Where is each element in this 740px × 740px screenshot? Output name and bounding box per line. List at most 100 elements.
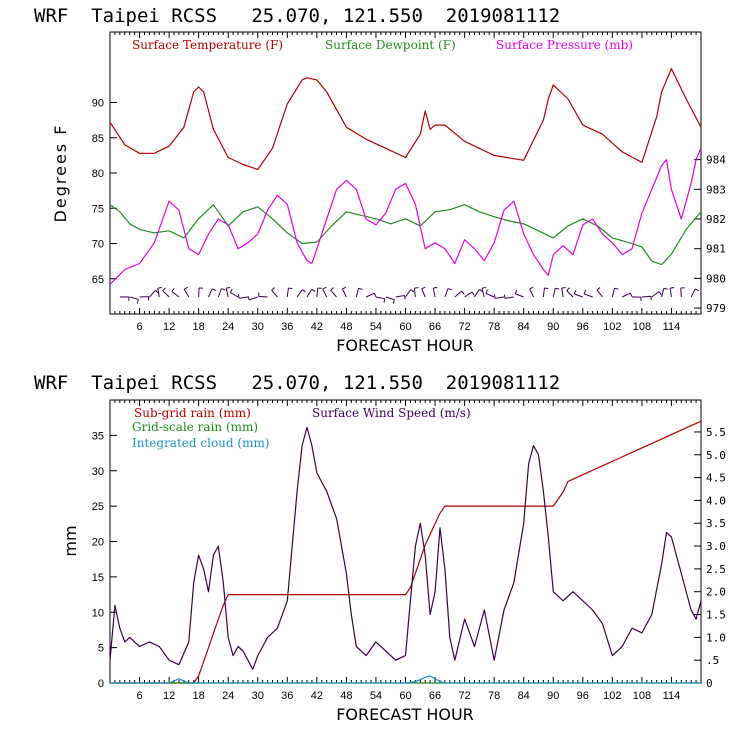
wind-barb	[249, 296, 258, 301]
wind-barb-flag	[136, 299, 139, 304]
wind-barb	[330, 289, 337, 298]
wind-barb	[365, 292, 375, 298]
wind-barb-flag	[479, 289, 483, 293]
chart2-y2-tick-label: 5.0	[706, 449, 726, 462]
chart1-legend-dewpoint: Surface Dewpoint (F)	[325, 38, 456, 52]
wind-barb	[641, 295, 651, 298]
wind-barb-flag	[229, 288, 233, 293]
chart2-series-integrated-cloud	[110, 675, 701, 684]
chart1-x-tick-label: 84	[518, 321, 530, 333]
wind-barb-flag	[471, 291, 475, 296]
wind-barb-flag	[183, 286, 188, 290]
wind-barb	[454, 290, 462, 298]
chart1-x-tick-label: 54	[370, 321, 382, 333]
wind-barb	[690, 288, 696, 298]
chart2-legend-gridscale-rain: Grid-scale rain (mm)	[132, 420, 258, 434]
wind-barb	[661, 288, 665, 298]
wind-barb	[395, 294, 405, 298]
chart1-y2-tick-label: 979	[706, 302, 726, 315]
chart2-x-tick-label: 30	[252, 690, 264, 702]
chart2-series-sub-grid-rain	[110, 420, 702, 684]
chart2-legend-wind-speed: Surface Wind Speed (m/s)	[312, 406, 471, 420]
chart1-series-surface-dewpoint	[109, 204, 702, 266]
wind-barb-flag	[157, 286, 162, 289]
wind-barb	[306, 289, 313, 298]
wind-barb-flag	[301, 289, 306, 293]
chart1: Surface Temperature (F) Surface Dewpoint…	[51, 31, 726, 355]
wind-barb-flag	[311, 288, 316, 292]
wind-barb	[529, 288, 534, 298]
chart2: Sub-grid rain (mm) Grid-scale rain (mm) …	[61, 399, 726, 724]
wind-barb-flag	[461, 290, 465, 295]
chart1-series-surface-temperature	[109, 68, 702, 171]
chart1-x-tick-label: 48	[340, 321, 352, 333]
wind-barb	[413, 287, 416, 298]
chart2-y2-tick-label: .5	[706, 654, 719, 667]
chart2-x-tick-label: 114	[663, 690, 681, 702]
chart2-y2-tick-label: 2.5	[706, 563, 726, 576]
chart2-y-tick-label: 25	[92, 501, 104, 513]
chart1-y-tick-label: 90	[92, 98, 104, 110]
wind-barb-flag	[694, 288, 700, 292]
chart1-x-tick-label: 114	[663, 321, 681, 333]
chart2-y-tick-label: 15	[92, 572, 104, 584]
chart2-legend-integrated-cloud: Integrated cloud (mm)	[132, 436, 270, 450]
wind-barb	[149, 290, 156, 298]
wind-barb	[515, 293, 524, 298]
chart2-x-tick-label: 84	[518, 690, 530, 702]
chart1-header: WRF Taipei RCSS 25.070, 121.550 20190811…	[34, 5, 560, 27]
wind-barb-flag	[561, 287, 566, 289]
wind-barb-flag	[155, 290, 159, 294]
chart1-y-tick-label: 70	[92, 239, 104, 251]
wind-barb-flag	[494, 294, 496, 299]
wind-barb	[561, 288, 564, 298]
wind-barb	[552, 288, 556, 298]
wind-barb-flag	[237, 294, 240, 299]
chart1-x-tick-label: 18	[193, 321, 205, 333]
chart1-x-tick-label: 90	[547, 321, 559, 333]
chart1-legend-pressure: Surface Pressure (mb)	[496, 38, 633, 52]
chart1-x-tick-label: 36	[281, 321, 293, 333]
chart1-wind-barbs	[119, 286, 700, 304]
wind-barb	[157, 288, 160, 298]
wind-barb	[162, 290, 170, 298]
chart2-y2-tick-label: 3.5	[706, 517, 726, 530]
chart1-x-tick-label: 24	[222, 321, 234, 333]
chart2-x-tick-label: 42	[311, 690, 323, 702]
chart2-y-tick-label: 10	[92, 607, 104, 619]
wind-barb-flag	[573, 290, 577, 295]
wind-barb	[481, 288, 485, 298]
wind-barb	[129, 296, 139, 300]
wind-barb-flag	[485, 289, 488, 294]
chart1-x-tick-label: 78	[488, 321, 500, 333]
chart2-x-tick-label: 90	[547, 690, 559, 702]
chart1-y2-tick-label: 980	[706, 272, 726, 285]
chart2-y2-tick-label: 1.5	[706, 609, 726, 622]
chart2-y2-tick-label: 4.0	[706, 494, 726, 507]
chart1-x-tick-label: 12	[163, 321, 175, 333]
chart1-x-tick-label: 6	[136, 321, 142, 333]
chart2-x-tick-label: 36	[281, 690, 293, 702]
chart2-y-tick-label: 20	[92, 537, 104, 549]
chart2-x-tick-label: 96	[577, 690, 589, 702]
wind-barb	[355, 288, 360, 298]
chart1-x-tick-label: 42	[311, 321, 323, 333]
wind-barb-flag	[322, 286, 327, 290]
wind-barb-flag	[383, 298, 386, 303]
wind-barb	[680, 287, 682, 298]
wind-barb-flag	[670, 287, 675, 289]
wind-barb	[208, 288, 213, 298]
wind-barb	[574, 293, 583, 298]
wind-barb-flag	[614, 287, 619, 290]
wind-barb	[405, 289, 412, 298]
wind-barb	[225, 288, 229, 298]
chart2-x-axis-label: FORECAST HOUR	[336, 705, 474, 724]
wind-barb-flag	[583, 290, 587, 295]
chart2-y2-tick-label: 3.0	[706, 540, 726, 553]
chart1-x-tick-label: 30	[252, 321, 264, 333]
wind-barb	[183, 289, 190, 298]
chart2-x-tick-label: 72	[458, 690, 470, 702]
chart2-x-tick-label: 6	[136, 690, 142, 702]
wind-barb-flag	[421, 286, 426, 290]
wind-barb	[271, 289, 278, 298]
